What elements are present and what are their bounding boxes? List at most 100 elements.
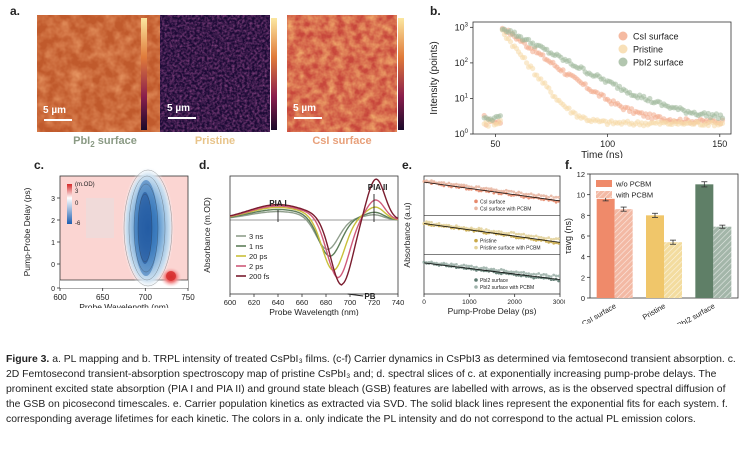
pl-map-pristine (160, 15, 270, 132)
bar-0-1 (646, 215, 664, 298)
kinetics-ylabel: Absorbance (a.u) (402, 202, 412, 267)
kinetics-point (484, 186, 488, 190)
kinetics-point (527, 196, 531, 200)
kinetics-point (487, 268, 491, 271)
kinetics-point (517, 271, 521, 274)
kinetics-point (527, 193, 531, 196)
kinetics-x-tick-label: 3000 (553, 299, 565, 306)
kinetics-point (494, 230, 498, 234)
kinetics-point (549, 237, 553, 241)
kinetics-point (497, 230, 501, 233)
kinetics-point (489, 230, 493, 233)
kinetics-point (502, 268, 506, 272)
kinetics-point (445, 262, 448, 266)
spectra-x-tick-label: 700 (344, 298, 357, 307)
kinetics-point (544, 237, 548, 240)
kinetics-point (532, 276, 536, 280)
kinetics-point (477, 185, 481, 189)
trpl-point (616, 83, 623, 89)
trpl-legend-marker (618, 31, 628, 41)
kinetics-legend-marker (474, 238, 478, 243)
kinetics-point (509, 189, 513, 193)
kinetics-legend-label: Pristine (480, 239, 497, 245)
trpl-y-tick-label: 101 (455, 93, 469, 103)
map-label-csi: CsI surface (312, 135, 372, 147)
kinetics-point (547, 236, 551, 240)
kinetics-point (499, 272, 503, 276)
kinetics-point (514, 236, 518, 240)
bars-y-tick-label: 4 (581, 253, 585, 262)
bar-1-0 (614, 209, 633, 298)
kinetics-point (442, 261, 446, 265)
trpl-point (560, 67, 566, 73)
heatmap-y-tick-label: 0 (51, 286, 55, 293)
kinetics-point (492, 191, 496, 195)
trpl-point (705, 122, 711, 129)
kinetics-point (554, 200, 558, 204)
trpl-x-tick-label: 50 (490, 139, 500, 149)
kinetics-point (445, 223, 448, 227)
kinetics-point (519, 233, 523, 236)
kinetics-point (557, 195, 560, 199)
kinetics-point (472, 266, 476, 269)
kinetics-point (544, 273, 548, 277)
bars-y-tick-label: 10 (577, 191, 585, 200)
trpl-legend-marker (618, 44, 628, 54)
pl-map-csi (287, 15, 397, 132)
kinetics-legend-label: CsI surface with PCBM (480, 206, 531, 212)
kinetics-point (509, 230, 513, 234)
kinetics-point (425, 220, 428, 223)
annotation-pia2: PIA II (368, 183, 388, 192)
trpl-legend-marker (618, 57, 628, 67)
bar-category-label: PbI2 surface (675, 301, 716, 324)
bars-legend-label-0: w/o PCBM (615, 180, 651, 189)
bar-1-2 (713, 226, 732, 298)
heatmap-x-tick-label: 750 (181, 293, 195, 302)
trpl-y-tick-label: 100 (455, 129, 469, 139)
kinetics-legend-marker (474, 206, 478, 211)
trpl-chart: 50 100 150 100 101 102 103 Time (ns) Intensity (… (429, 21, 732, 158)
trpl-point (582, 81, 588, 87)
panel-f-label: f. (565, 158, 573, 172)
kinetics-point (425, 179, 428, 183)
trpl-point (538, 76, 544, 82)
kinetics-point (537, 272, 541, 275)
kinetics-point (497, 192, 501, 196)
trpl-point (507, 39, 514, 45)
heatmap-x-tick-label: 650 (96, 293, 110, 302)
bars-y-tick-label: 2 (581, 273, 585, 282)
kinetics-point (557, 237, 560, 241)
kinetics-xlabel: Pump-Probe Delay (ps) (448, 306, 537, 316)
kinetics-point (512, 190, 516, 194)
bar-0-2 (695, 184, 714, 298)
trpl-point (522, 55, 528, 61)
kinetics-point (475, 185, 478, 189)
caption-title: Figure 3. (6, 354, 50, 365)
kinetics-x-tick-label: 1000 (462, 299, 477, 306)
kinetics-point (507, 231, 511, 235)
trpl-point (548, 89, 554, 95)
colorbar-tick-bottom: -6 (75, 221, 81, 227)
kinetics-point (455, 263, 458, 266)
trpl-y-tick-label: 102 (455, 58, 469, 68)
trpl-point (497, 113, 503, 119)
kinetics-point (534, 239, 538, 242)
ta-heatmap: (m.OD) 3 0 -6 600 650 700 750 0 0 1 2 3 Probe Wav… (22, 168, 195, 308)
panel-b-label: b. (430, 4, 441, 18)
kinetics-point (537, 193, 541, 197)
kinetics-point (484, 232, 488, 235)
kinetics-point (492, 229, 496, 233)
kinetics-point (532, 193, 536, 197)
heatmap-ylabel: Pump-Probe Delay (ps) (22, 187, 32, 276)
kinetics-point (455, 182, 458, 186)
kinetics-point (494, 188, 498, 192)
bars-ylabel: τavg (ns) (563, 218, 573, 254)
kinetics-point (504, 232, 508, 235)
trpl-point (540, 52, 546, 58)
spectra-x-tick-label: 740 (392, 298, 405, 307)
kinetics-point (534, 194, 538, 197)
kinetics-point (470, 264, 473, 268)
spectra-legend-label: 1 ns (249, 242, 263, 251)
trpl-legend-label: CsI surface (633, 32, 679, 42)
kinetics-point (462, 183, 466, 187)
